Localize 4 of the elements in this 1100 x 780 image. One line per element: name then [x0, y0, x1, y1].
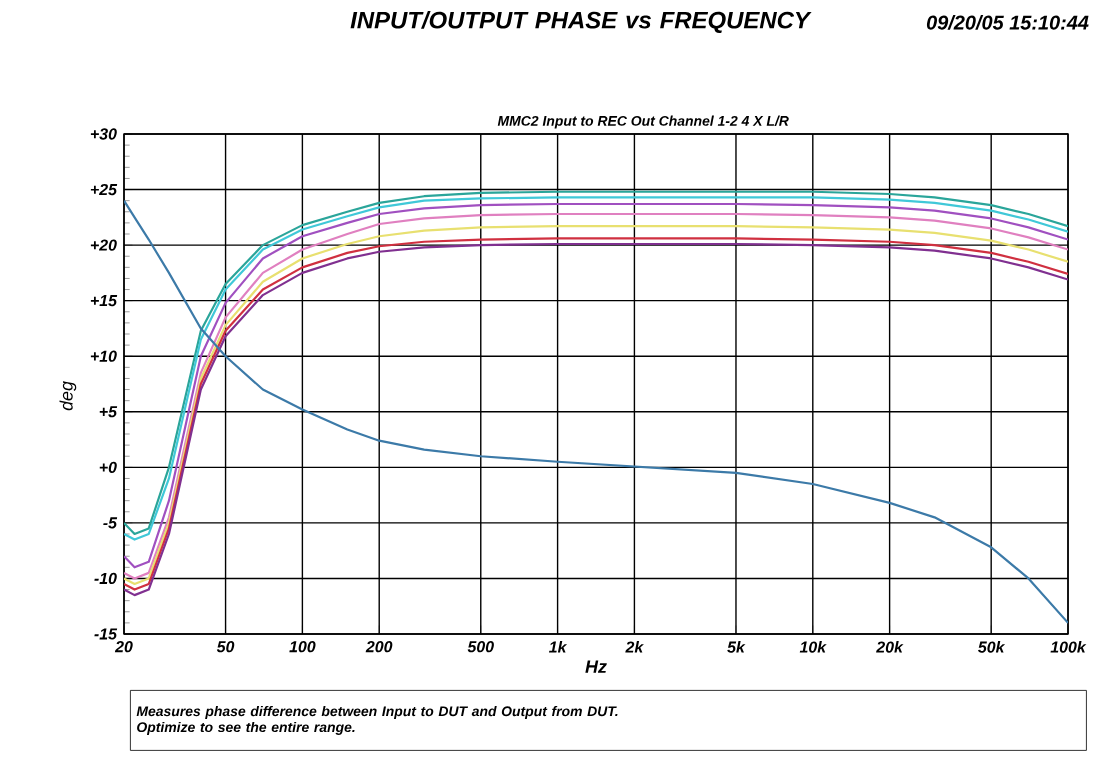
chart-title: INPUT/OUTPUT PHASE vs FREQUENCY — [350, 11, 812, 34]
text: 09/20/05 15:10:44 — [926, 15, 1089, 30]
y-axis-title: deg — [59, 381, 77, 411]
x-axis-title: Hz — [585, 660, 607, 673]
